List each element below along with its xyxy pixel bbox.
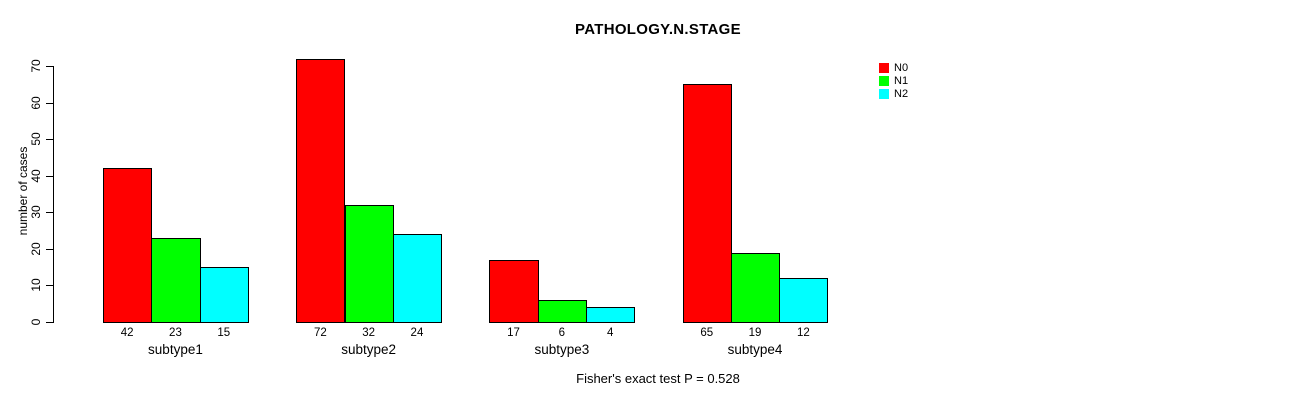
y-tick-mark [46,175,53,177]
y-tick-mark [46,102,53,104]
bar-n0-subtype1 [103,168,153,323]
bar-n2-subtype4 [779,278,829,323]
legend-swatch-n0 [879,63,889,73]
y-tick-label: 20 [29,242,43,256]
legend-swatch-n1 [879,76,889,86]
legend: N0 N1 N2 [879,62,909,100]
bar-value-label: 12 [796,327,810,339]
legend-swatch-n2 [879,89,889,99]
x-category-label: subtype1 [148,342,203,357]
y-tick-label: 70 [29,59,43,73]
bar-value-label: 19 [748,327,762,339]
bar-value-label: 6 [558,327,566,339]
x-category-label: subtype4 [727,342,783,357]
y-tick-label: 0 [29,318,43,326]
bar-n0-subtype2 [296,58,346,323]
y-tick-mark [46,66,53,67]
bar-n2-subtype1 [199,267,249,323]
legend-item-n0: N0 [879,62,909,74]
legend-label: N0 [894,62,909,74]
bar-value-label: 17 [507,327,520,339]
y-axis-line [53,66,54,323]
y-tick-mark [46,322,53,323]
y-tick-label: 10 [29,278,43,293]
bar-value-label: 32 [362,327,376,339]
y-tick-label: 50 [29,132,43,146]
bar-value-label: 24 [410,327,424,339]
bar-n0-subtype4 [682,84,732,323]
y-tick-label: 40 [29,169,43,183]
bar-value-label: 23 [169,327,182,339]
legend-label: N2 [894,88,909,100]
y-tick-mark [46,139,53,141]
legend-label: N1 [894,75,909,87]
x-category-label: subtype3 [534,342,590,357]
legend-item-n1: N1 [879,75,909,87]
bar-n1-subtype1 [151,237,201,323]
bar-value-label: 42 [120,327,134,339]
chart-title: PATHOLOGY.N.STAGE [575,21,741,38]
y-tick-mark [46,212,53,214]
bar-n0-subtype3 [489,259,539,323]
y-tick-mark [46,248,53,250]
x-category-label: subtype2 [341,342,397,357]
y-tick-label: 30 [29,205,43,219]
y-axis-label: number of cases [16,146,30,236]
bar-n2-subtype2 [392,234,443,323]
bar-n1-subtype2 [344,204,394,323]
y-tick-mark [46,285,53,287]
annotation-text: Fisher's exact test P = 0.528 [576,371,740,386]
y-tick-label: 60 [29,95,43,110]
legend-item-n2: N2 [879,88,909,100]
bar-n2-subtype3 [586,307,636,323]
bar-value-label: 15 [217,327,231,339]
bar-value-label: 4 [606,327,614,339]
bar-value-label: 65 [700,327,714,339]
bar-value-label: 72 [313,327,327,339]
bar-n1-subtype3 [537,300,587,323]
bar-n1-subtype4 [730,252,781,323]
